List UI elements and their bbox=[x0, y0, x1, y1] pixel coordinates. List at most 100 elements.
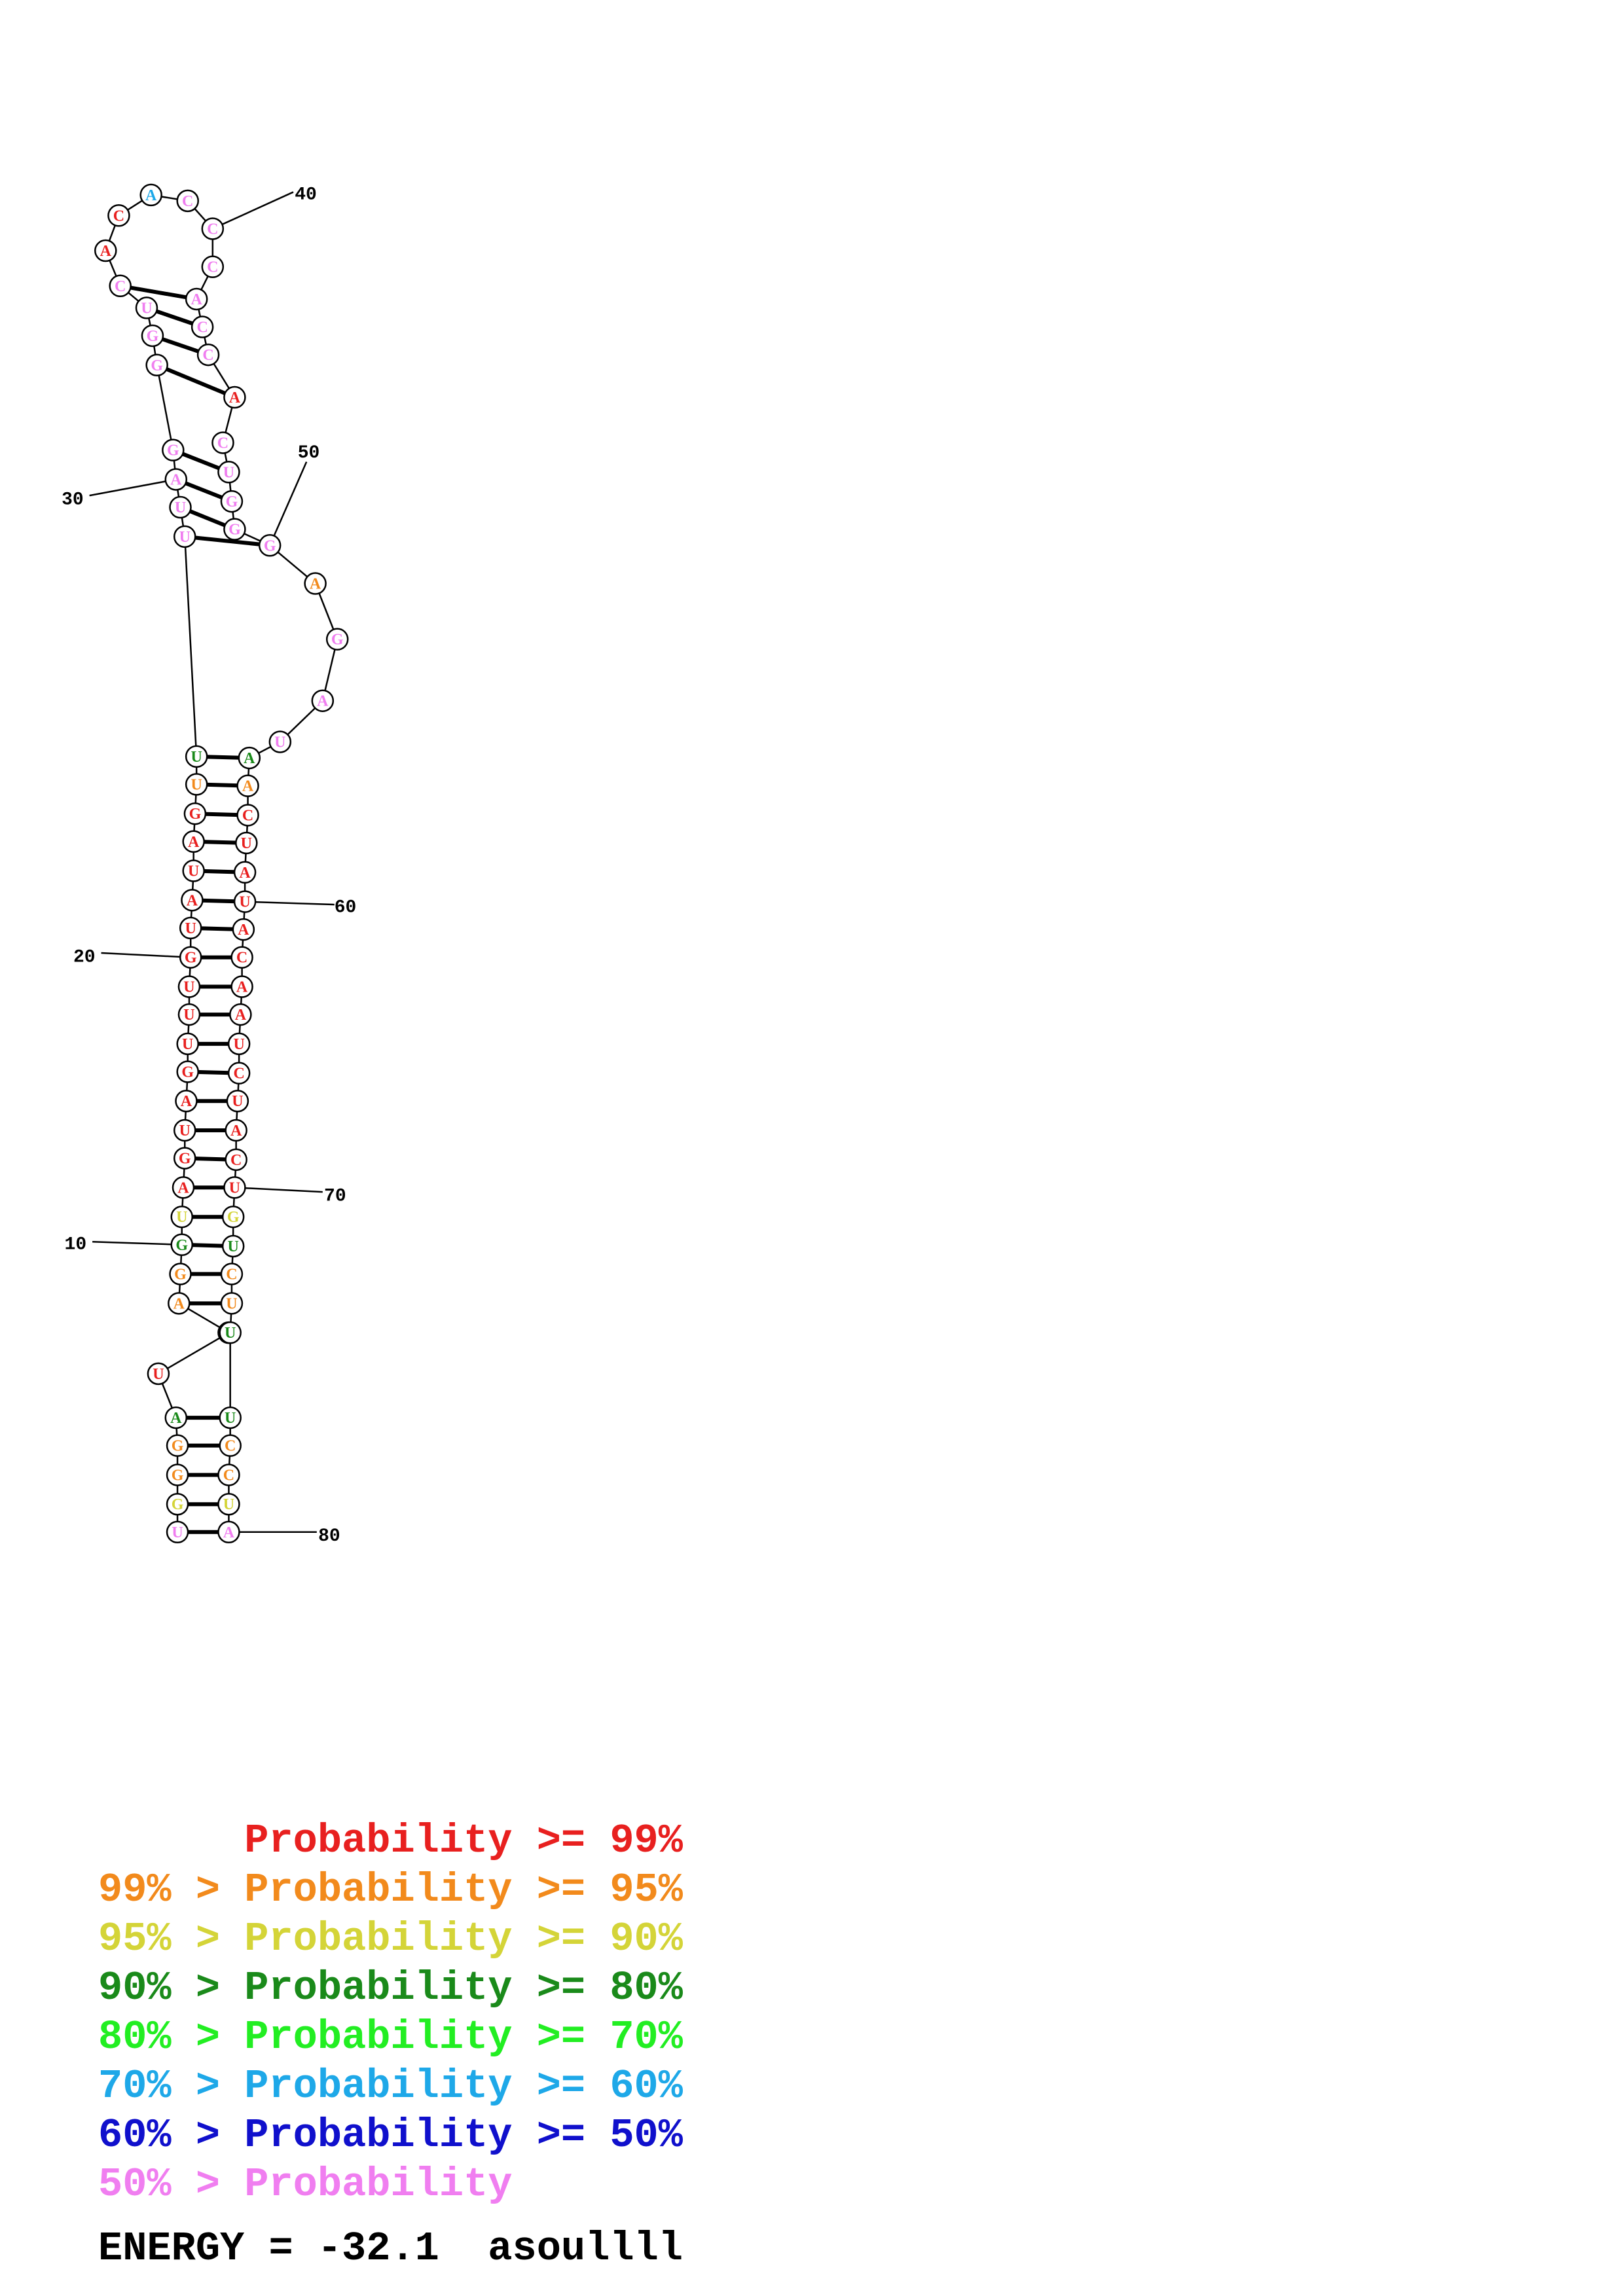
nucleotide-circle bbox=[173, 1147, 196, 1170]
nucleotide: A bbox=[238, 746, 261, 770]
nucleotide-letter: C bbox=[233, 1066, 244, 1083]
nucleotide-circle bbox=[217, 1463, 240, 1486]
nucleotide-circle bbox=[162, 439, 185, 461]
nucleotide: G bbox=[220, 490, 244, 513]
nucleotide-circle bbox=[182, 830, 205, 853]
nucleotide-circle bbox=[94, 239, 117, 262]
nucleotide-letter: C bbox=[223, 1467, 234, 1484]
nucleotide-circle bbox=[185, 287, 208, 311]
nucleotide: A bbox=[229, 1003, 252, 1026]
nucleotide-letter: G bbox=[151, 357, 163, 374]
position-label: 70 bbox=[324, 1187, 346, 1207]
nucleotide-circle bbox=[181, 889, 204, 912]
nucleotide: G bbox=[169, 1263, 192, 1285]
nucleotide: C bbox=[217, 1463, 240, 1486]
nucleotide-letter: A bbox=[236, 979, 248, 996]
nucleotide-circle bbox=[147, 1362, 170, 1386]
nucleotide-circle bbox=[225, 1119, 247, 1142]
nucleotide-circle bbox=[175, 1089, 198, 1113]
nucleotide: U bbox=[220, 1292, 244, 1315]
nucleotide: U bbox=[176, 1032, 199, 1056]
nucleotide-circle bbox=[219, 1406, 242, 1429]
nucleotide: C bbox=[201, 255, 225, 278]
position-label: 10 bbox=[65, 1234, 87, 1255]
nucleotide: C bbox=[201, 217, 225, 240]
nucleotide-letter: U bbox=[225, 1325, 236, 1342]
nucleotide: G bbox=[179, 946, 202, 969]
nucleotide-circle bbox=[196, 343, 220, 367]
nucleotide: A bbox=[164, 468, 188, 491]
nucleotide-letter: C bbox=[207, 259, 218, 276]
position-tick-line bbox=[245, 901, 335, 906]
nucleotide-letter: U bbox=[183, 1007, 194, 1024]
nucleotide-letter: C bbox=[182, 193, 193, 210]
nucleotide: U bbox=[268, 730, 292, 753]
nucleotide-letter: A bbox=[181, 1093, 192, 1110]
nucleotide: U bbox=[217, 1492, 240, 1516]
nucleotide: G bbox=[166, 1492, 189, 1516]
nucleotide-circle bbox=[226, 1089, 249, 1113]
nucleotide: A bbox=[172, 1176, 195, 1199]
nucleotide-circle bbox=[220, 1263, 244, 1285]
nucleotide-letter: A bbox=[317, 693, 329, 710]
nucleotide-letter: A bbox=[310, 576, 321, 593]
nucleotides: UGGGAUGAGGUAGUAGUUUGUAUAGUUUUAGGGUCACACC… bbox=[94, 183, 349, 1544]
nucleotide: G bbox=[145, 353, 168, 377]
nucleotide-letter: U bbox=[188, 863, 199, 880]
position-tick-line bbox=[89, 478, 177, 497]
nucleotide: A bbox=[233, 861, 257, 884]
nucleotide: G bbox=[173, 1147, 196, 1170]
nucleotide-circle bbox=[176, 1032, 199, 1056]
nucleotide-letter: A bbox=[100, 243, 112, 260]
position-label: 80 bbox=[318, 1526, 340, 1547]
nucleotide-circle bbox=[258, 534, 282, 557]
nucleotide-letter: G bbox=[189, 806, 202, 823]
nucleotide: C bbox=[107, 204, 130, 227]
nucleotide-letter: A bbox=[235, 1007, 247, 1024]
base-pair-bond bbox=[184, 534, 270, 548]
position-tick-line bbox=[92, 1241, 182, 1246]
nucleotide-letter: G bbox=[179, 1151, 191, 1168]
nucleotide-circle bbox=[217, 1492, 240, 1516]
nucleotide-letter: G bbox=[147, 328, 159, 345]
base-pair-bond bbox=[156, 363, 236, 399]
nucleotide-letter: A bbox=[170, 471, 182, 488]
nucleotide: G bbox=[162, 439, 185, 461]
nucleotide-letter: C bbox=[196, 319, 208, 336]
position-label: 20 bbox=[73, 947, 96, 967]
nucleotide-letter: U bbox=[241, 835, 252, 852]
nucleotide: C bbox=[225, 1148, 247, 1172]
nucleotide: C bbox=[236, 804, 259, 827]
nucleotide-letter: C bbox=[202, 347, 213, 364]
base-pair-bond bbox=[120, 283, 197, 301]
backbone-segment bbox=[183, 536, 198, 757]
nucleotide-letter: U bbox=[182, 1036, 193, 1053]
nucleotide: G bbox=[170, 1233, 194, 1257]
nucleotide-circle bbox=[169, 1263, 192, 1285]
nucleotide-letter: A bbox=[239, 865, 251, 882]
nucleotide-circle bbox=[223, 518, 246, 541]
nucleotide-circle bbox=[230, 946, 253, 969]
nucleotide-circle bbox=[166, 1492, 189, 1516]
nucleotide-circle bbox=[221, 1234, 245, 1258]
nucleotide-letter: A bbox=[170, 1410, 182, 1427]
legend-entry: 99% > Probability >= 95% bbox=[98, 1867, 683, 1913]
nucleotide: U bbox=[170, 1205, 194, 1229]
nucleotide-circle bbox=[166, 1434, 189, 1457]
nucleotide-letter: G bbox=[167, 442, 179, 459]
nucleotide-circle bbox=[227, 1062, 251, 1085]
nucleotide-circle bbox=[225, 1148, 247, 1172]
nucleotide-letter: U bbox=[176, 1209, 187, 1226]
nucleotide: U bbox=[226, 1089, 249, 1113]
nucleotide-circle bbox=[172, 1176, 195, 1199]
nucleotide-circle bbox=[173, 1119, 196, 1142]
nucleotide-circle bbox=[217, 1520, 240, 1544]
nucleotide: C bbox=[219, 1434, 242, 1457]
position-label: 40 bbox=[295, 185, 317, 206]
position-label: 30 bbox=[62, 490, 84, 511]
nucleotide: U bbox=[217, 461, 240, 484]
nucleotide-letter: A bbox=[229, 389, 241, 406]
nucleotide: A bbox=[311, 689, 335, 712]
nucleotide-letter: C bbox=[113, 207, 124, 224]
nucleotide-letter: C bbox=[230, 1152, 242, 1169]
